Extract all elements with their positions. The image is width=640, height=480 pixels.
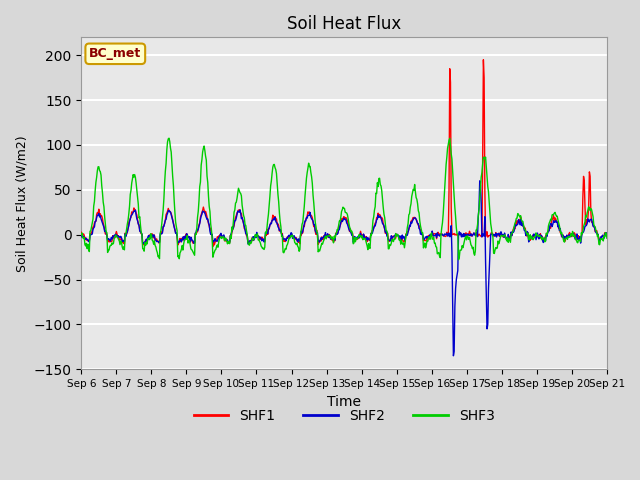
SHF3: [165, 135, 173, 141]
SHF2: [476, 178, 484, 184]
SHF2: [449, 353, 457, 359]
SHF2: [423, 233, 431, 239]
SHF3: [141, 240, 148, 246]
SHF3: [87, 228, 95, 234]
SHF2: [87, 232, 95, 238]
SHF3: [408, 190, 416, 196]
SHF1: [408, 216, 416, 222]
X-axis label: Time: Time: [327, 395, 361, 408]
SHF1: [223, 237, 230, 242]
Text: BC_met: BC_met: [89, 48, 141, 60]
SHF2: [77, 234, 85, 240]
SHF3: [424, 239, 431, 244]
SHF2: [141, 239, 148, 245]
Legend: SHF1, SHF2, SHF3: SHF1, SHF2, SHF3: [188, 404, 500, 429]
SHF2: [603, 231, 611, 237]
SHF3: [454, 257, 462, 263]
SHF1: [479, 57, 487, 62]
Line: SHF2: SHF2: [81, 181, 607, 356]
SHF1: [603, 230, 611, 236]
SHF2: [222, 238, 230, 243]
SHF3: [603, 235, 611, 241]
Title: Soil Heat Flux: Soil Heat Flux: [287, 15, 401, 33]
SHF1: [141, 241, 148, 247]
SHF3: [223, 238, 230, 244]
Line: SHF3: SHF3: [81, 138, 607, 260]
SHF1: [77, 229, 85, 235]
Y-axis label: Soil Heat Flux (W/m2): Soil Heat Flux (W/m2): [15, 135, 28, 272]
SHF3: [195, 198, 203, 204]
SHF3: [77, 232, 85, 238]
SHF1: [87, 231, 95, 237]
SHF2: [195, 226, 202, 232]
SHF1: [209, 244, 217, 250]
SHF2: [408, 220, 415, 226]
Line: SHF1: SHF1: [81, 60, 607, 247]
SHF1: [195, 226, 202, 232]
SHF1: [424, 236, 431, 242]
